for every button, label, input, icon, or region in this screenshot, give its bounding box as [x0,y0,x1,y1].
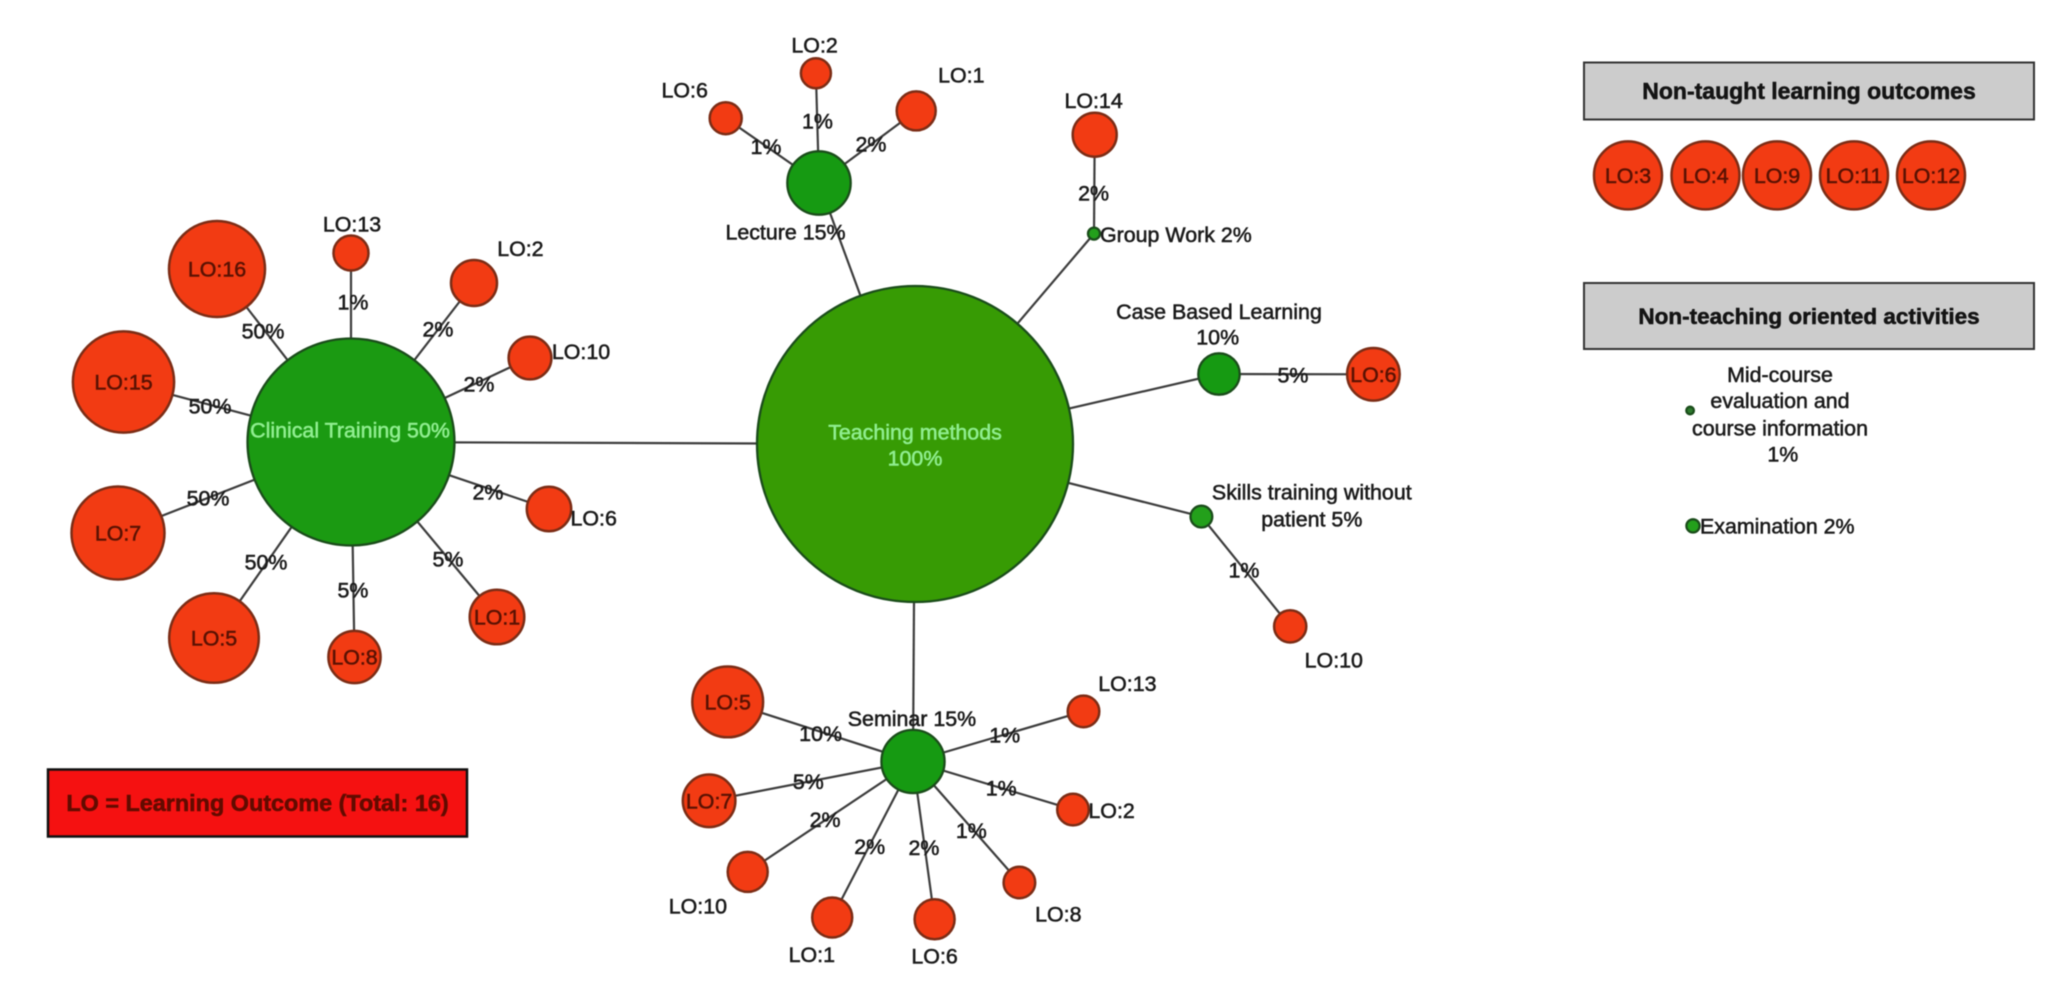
svg-text:LO:2: LO:2 [497,237,543,261]
svg-text:1%: 1% [956,819,987,843]
svg-text:50%: 50% [187,486,230,510]
svg-text:Skills training without: Skills training without [1212,480,1412,504]
svg-text:Group Work 2%: Group Work 2% [1100,223,1252,247]
svg-text:LO:5: LO:5 [191,626,237,650]
svg-text:Lecture 15%: Lecture 15% [725,220,845,244]
svg-text:LO:15: LO:15 [94,370,152,394]
svg-text:LO:11: LO:11 [1826,164,1883,188]
svg-text:1%: 1% [989,724,1020,748]
svg-text:LO:5: LO:5 [705,690,751,714]
svg-text:2%: 2% [464,372,495,396]
svg-text:LO = Learning Outcome (Total:: LO = Learning Outcome (Total: 16) [66,790,448,816]
svg-text:10%: 10% [799,722,842,746]
svg-text:LO:8: LO:8 [1035,902,1081,926]
svg-text:50%: 50% [245,550,288,574]
svg-text:LO:6: LO:6 [1350,363,1396,387]
svg-text:LO:9: LO:9 [1754,164,1800,188]
svg-text:Clinical Training 50%: Clinical Training 50% [250,418,450,442]
svg-text:course information: course information [1692,416,1868,440]
svg-text:LO:6: LO:6 [571,506,617,530]
svg-text:2%: 2% [810,808,841,832]
svg-text:Non-taught learning outcomes: Non-taught learning outcomes [1642,78,1976,104]
svg-text:LO:12: LO:12 [1902,164,1960,188]
svg-text:50%: 50% [189,394,232,418]
svg-text:Mid-course: Mid-course [1727,363,1833,387]
svg-text:1%: 1% [802,109,833,133]
svg-text:Teaching methods: Teaching methods [828,420,1002,444]
svg-text:LO:13: LO:13 [1098,672,1156,696]
svg-text:1%: 1% [751,135,782,159]
svg-text:2%: 2% [909,836,940,860]
svg-text:evaluation and: evaluation and [1710,389,1849,413]
svg-text:2%: 2% [856,132,887,156]
svg-text:LO:16: LO:16 [188,257,246,281]
svg-text:LO:10: LO:10 [669,894,727,918]
svg-text:1%: 1% [1767,442,1798,466]
svg-text:1%: 1% [338,290,369,314]
svg-text:10%: 10% [1196,325,1239,349]
svg-text:LO:8: LO:8 [331,645,377,669]
svg-text:patient 5%: patient 5% [1261,508,1362,532]
svg-text:LO:7: LO:7 [95,521,141,545]
svg-text:5%: 5% [1278,363,1309,387]
svg-text:5%: 5% [793,770,824,794]
svg-text:LO:2: LO:2 [791,33,837,57]
svg-text:LO:10: LO:10 [552,340,610,364]
svg-text:LO:14: LO:14 [1064,89,1122,113]
svg-text:2%: 2% [1078,181,1109,205]
svg-text:1%: 1% [1229,558,1260,582]
svg-text:1%: 1% [986,776,1017,800]
svg-text:2%: 2% [854,835,885,859]
svg-text:Seminar 15%: Seminar 15% [848,707,976,731]
svg-text:Case Based Learning: Case Based Learning [1116,300,1322,324]
svg-text:LO:7: LO:7 [686,789,732,813]
svg-text:LO:1: LO:1 [474,605,520,629]
svg-text:2%: 2% [423,317,454,341]
svg-text:LO:4: LO:4 [1682,164,1728,188]
svg-text:50%: 50% [242,319,285,343]
svg-text:LO:6: LO:6 [662,78,708,102]
svg-text:LO:1: LO:1 [789,943,835,967]
svg-text:Examination 2%: Examination 2% [1700,514,1855,538]
svg-text:LO:2: LO:2 [1088,799,1134,823]
svg-text:LO:13: LO:13 [323,212,381,236]
svg-text:2%: 2% [473,480,504,504]
svg-text:LO:3: LO:3 [1605,164,1651,188]
svg-text:LO:1: LO:1 [938,63,984,87]
svg-text:LO:6: LO:6 [911,945,957,969]
svg-text:100%: 100% [888,446,943,470]
svg-text:Non-teaching oriented activiti: Non-teaching oriented activities [1638,304,1979,329]
svg-text:LO:10: LO:10 [1305,648,1363,672]
svg-text:5%: 5% [338,578,369,602]
svg-text:5%: 5% [433,547,464,571]
